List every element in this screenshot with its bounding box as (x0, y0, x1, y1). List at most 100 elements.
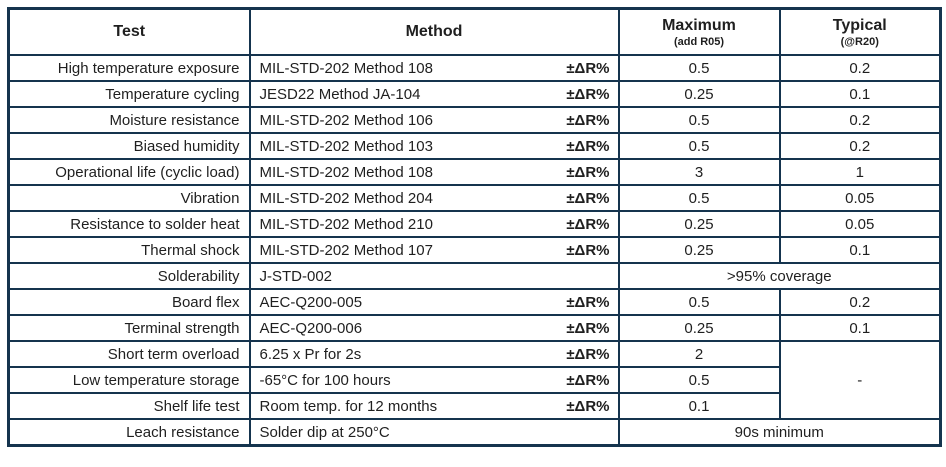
col-header-maximum: Maximum (add R05) (617, 7, 781, 56)
test-cell: Solderability (7, 262, 251, 290)
typical-header-label: Typical (832, 16, 887, 34)
maximum-cell: 0.5 (617, 288, 781, 316)
method-label: Room temp. for 12 months (259, 397, 438, 415)
delta-r-label: ±ΔR% (566, 137, 610, 155)
method-label: MIL-STD-202 Method 204 (259, 189, 433, 207)
typical-cell: 0.1 (778, 80, 942, 108)
test-cell: High temperature exposure (7, 54, 251, 82)
delta-r-label: ±ΔR% (566, 111, 610, 129)
method-cell: MIL-STD-202 Method 103 ±ΔR% (248, 132, 620, 160)
table-row: Operational life (cyclic load) MIL-STD-2… (7, 158, 942, 186)
typical-cell: 0.2 (778, 106, 942, 134)
table-row: Terminal strength AEC-Q200-006 ±ΔR% 0.25 … (7, 314, 942, 342)
method-cell: AEC-Q200-006 ±ΔR% (248, 314, 620, 342)
method-cell: Room temp. for 12 months ±ΔR% (248, 392, 620, 420)
table-row: Moisture resistance MIL-STD-202 Method 1… (7, 106, 942, 134)
col-header-method: Method (248, 7, 620, 56)
col-header-typical: Typical (@R20) (778, 7, 942, 56)
table-row: High temperature exposure MIL-STD-202 Me… (7, 54, 942, 82)
test-cell: Resistance to solder heat (7, 210, 251, 238)
maximum-cell: 0.25 (617, 236, 781, 264)
typical-cell: 0.2 (778, 54, 942, 82)
test-cell: Low temperature storage (7, 366, 251, 394)
maximum-header-label: Maximum (662, 16, 736, 34)
typical-cell: 0.05 (778, 184, 942, 212)
method-label: MIL-STD-202 Method 103 (259, 137, 433, 155)
typical-cell: 1 (778, 158, 942, 186)
method-label: Solder dip at 250°C (259, 423, 390, 441)
table-row: Biased humidity MIL-STD-202 Method 103 ±Δ… (7, 132, 942, 160)
table-row: Solderability J-STD-002 >95% coverage (7, 262, 942, 290)
header-row: Test Method Maximum (add R05) Typical (@… (7, 7, 942, 56)
method-label: AEC-Q200-005 (259, 293, 363, 311)
delta-r-label: ±ΔR% (566, 397, 610, 415)
delta-r-label: ±ΔR% (566, 241, 610, 259)
method-cell: MIL-STD-202 Method 204 ±ΔR% (248, 184, 620, 212)
table-row: Leach resistance Solder dip at 250°C 90s… (7, 418, 942, 447)
method-cell: MIL-STD-202 Method 108 ±ΔR% (248, 54, 620, 82)
test-cell: Temperature cycling (7, 80, 251, 108)
test-cell: Leach resistance (7, 418, 251, 447)
maximum-cell: 0.25 (617, 314, 781, 342)
method-label: MIL-STD-202 Method 106 (259, 111, 433, 129)
method-cell: Solder dip at 250°C (248, 418, 620, 447)
method-cell: JESD22 Method JA-104 ±ΔR% (248, 80, 620, 108)
method-label: JESD22 Method JA-104 (259, 85, 421, 103)
test-cell: Shelf life test (7, 392, 251, 420)
table-row: Short term overload 6.25 x Pr for 2s ±ΔR%… (7, 340, 942, 420)
maximum-cell: 0.25 (617, 80, 781, 108)
delta-r-label: ±ΔR% (566, 371, 610, 389)
method-label: MIL-STD-202 Method 108 (259, 59, 433, 77)
maximum-header-sublabel: (add R05) (673, 35, 725, 48)
coverage-span-cell: >95% coverage (617, 262, 942, 290)
typical-merged-dash-cell: - (778, 340, 942, 420)
delta-r-label: ±ΔR% (566, 85, 610, 103)
delta-r-label: ±ΔR% (566, 293, 610, 311)
method-label: 6.25 x Pr for 2s (259, 345, 362, 363)
delta-r-label: ±ΔR% (566, 163, 610, 181)
method-cell: -65°C for 100 hours ±ΔR% (248, 366, 620, 394)
table-row: Thermal shock MIL-STD-202 Method 107 ±ΔR%… (7, 236, 942, 264)
maximum-cell: 0.1 (617, 392, 781, 420)
test-cell: Vibration (7, 184, 251, 212)
method-cell: AEC-Q200-005 ±ΔR% (248, 288, 620, 316)
maximum-cell: 0.5 (617, 106, 781, 134)
method-cell: MIL-STD-202 Method 108 ±ΔR% (248, 158, 620, 186)
table-row: Low temperature storage -65°C for 100 ho… (7, 366, 941, 394)
typical-cell: 0.2 (778, 288, 942, 316)
table-row: Resistance to solder heat MIL-STD-202 Me… (7, 210, 942, 238)
method-cell: MIL-STD-202 Method 107 ±ΔR% (248, 236, 620, 264)
maximum-cell: 2 (617, 340, 781, 368)
method-label: MIL-STD-202 Method 210 (259, 215, 433, 233)
qualification-table: Test Method Maximum (add R05) Typical (@… (7, 7, 942, 447)
method-label: J-STD-002 (259, 267, 333, 285)
maximum-cell: 3 (617, 158, 781, 186)
delta-r-label: ±ΔR% (566, 319, 610, 337)
table-row: Vibration MIL-STD-202 Method 204 ±ΔR% 0.5… (7, 184, 942, 212)
table-row: Temperature cycling JESD22 Method JA-104… (7, 80, 942, 108)
typical-cell: 0.1 (778, 314, 942, 342)
leach-span-cell: 90s minimum (617, 418, 942, 447)
delta-r-label: ±ΔR% (566, 345, 610, 363)
test-cell: Operational life (cyclic load) (7, 158, 251, 186)
method-cell: J-STD-002 (248, 262, 620, 290)
delta-r-label: ±ΔR% (566, 215, 610, 233)
method-cell: 6.25 x Pr for 2s ±ΔR% (248, 340, 620, 368)
typical-header-sublabel: (@R20) (840, 35, 879, 48)
maximum-cell: 0.5 (617, 132, 781, 160)
method-label: AEC-Q200-006 (259, 319, 363, 337)
delta-r-label: ±ΔR% (566, 189, 610, 207)
table-row: Board flex AEC-Q200-005 ±ΔR% 0.5 0.2 (7, 288, 942, 316)
method-cell: MIL-STD-202 Method 210 ±ΔR% (248, 210, 620, 238)
method-label: MIL-STD-202 Method 108 (259, 163, 433, 181)
maximum-cell: 0.5 (617, 366, 781, 394)
maximum-cell: 0.5 (617, 54, 781, 82)
typical-cell: 0.05 (778, 210, 942, 238)
method-label: -65°C for 100 hours (259, 371, 391, 389)
delta-r-label: ±ΔR% (566, 59, 610, 77)
test-cell: Board flex (7, 288, 251, 316)
col-header-test: Test (7, 7, 251, 56)
test-cell: Terminal strength (7, 314, 251, 342)
table-row: Shelf life test Room temp. for 12 months… (7, 392, 941, 420)
typical-cell: 0.1 (778, 236, 942, 264)
